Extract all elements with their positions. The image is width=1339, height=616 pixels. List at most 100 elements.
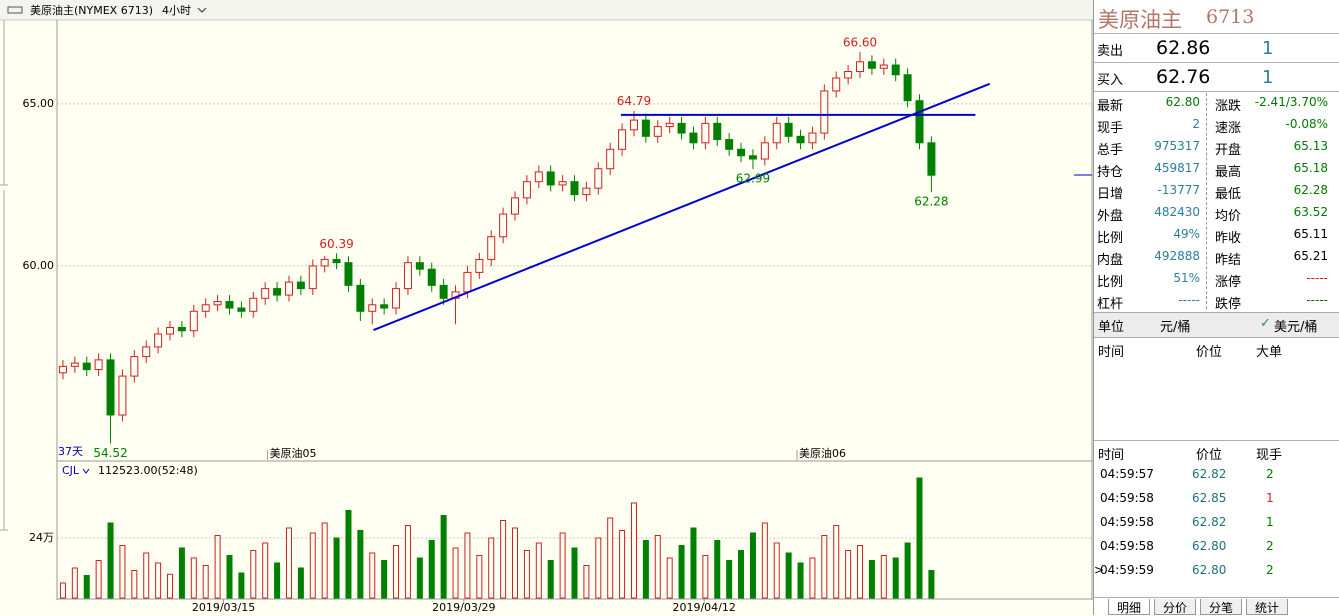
volume-bar (345, 510, 352, 599)
candle-body (463, 271, 472, 293)
quote-code: 6713 (1206, 6, 1255, 28)
candle-body (118, 375, 127, 416)
volume-bar (928, 570, 935, 599)
candle-body (177, 326, 186, 332)
volume-bar (262, 542, 269, 599)
divider (1094, 597, 1339, 598)
volume-bar (285, 527, 292, 599)
detail-header: 大单 (1256, 345, 1283, 360)
stat-value: 492888 (1154, 249, 1200, 263)
candle-body (737, 148, 746, 157)
x-tick-label: 2019/03/29 (432, 601, 495, 614)
candle-body (665, 122, 674, 128)
volume-bar (666, 557, 673, 599)
volume-bar (452, 547, 459, 599)
detail-header: 价位 (1196, 345, 1223, 360)
stat-value: 2 (1192, 117, 1200, 131)
stat-value: 459817 (1154, 161, 1200, 175)
candle-body (879, 64, 888, 69)
candle-body (867, 61, 876, 69)
candle-body (368, 304, 377, 312)
divider (1094, 440, 1339, 441)
volume-bar (250, 550, 257, 599)
candle-body (356, 284, 365, 312)
tab[interactable]: 分笔 (1200, 599, 1242, 615)
trade-price: 62.85 (1192, 491, 1227, 505)
volume-tick-label: 24万 (29, 531, 54, 544)
candle-body (308, 265, 317, 290)
stat-label: 现手 (1097, 121, 1124, 136)
candle-body (856, 61, 865, 73)
candle-body (796, 135, 805, 144)
volume-bar (131, 570, 138, 599)
volume-dropdown[interactable] (82, 468, 90, 474)
stat-value: 49% (1173, 227, 1200, 241)
volume-bar (797, 562, 804, 599)
volume-bar (440, 515, 447, 599)
price-annotation: 54.52 (93, 446, 127, 460)
unit-bar (1094, 312, 1339, 338)
period-dropdown[interactable] (197, 7, 207, 13)
candle-body (677, 122, 686, 134)
bid-price: 62.76 (1156, 66, 1211, 88)
candle-body (606, 148, 615, 170)
candle-body (641, 119, 650, 137)
stat-label: 最低 (1215, 187, 1242, 202)
volume-bar (416, 557, 423, 599)
candle-body (903, 74, 912, 102)
candle-body (522, 181, 531, 199)
quote-panel: 美原油主 6713 卖出 62.86 1 买入 62.76 1 单位 元/桶 ✓… (1093, 0, 1339, 615)
trade-time: 04:59:58 (1100, 539, 1154, 553)
ask-size: 1 (1262, 38, 1274, 59)
candle-body (701, 122, 710, 144)
candle-body (58, 365, 67, 374)
volume-bar (321, 522, 328, 599)
stat-value: 482430 (1154, 205, 1200, 219)
tab[interactable]: 统计 (1246, 599, 1288, 615)
stat-value: 65.13 (1293, 139, 1328, 153)
candle-body (106, 359, 115, 416)
candle-body (261, 288, 270, 299)
volume-bar (630, 502, 637, 599)
unit-option-selected[interactable]: 美元/桶 (1274, 320, 1318, 335)
unit-option[interactable]: 元/桶 (1160, 320, 1191, 335)
stat-label: 杠杆 (1097, 297, 1124, 312)
volume-bar (71, 567, 78, 599)
left-rail (0, 20, 8, 531)
volume-bar (155, 562, 162, 599)
volume-bar (892, 557, 899, 599)
volume-bar (785, 552, 792, 599)
tab[interactable]: 分价 (1154, 599, 1196, 615)
candle-body (844, 71, 853, 79)
volume-bar (214, 535, 221, 599)
volume-bar (607, 517, 614, 599)
trend-line (373, 82, 991, 332)
candle-body (760, 142, 769, 160)
candle-body (534, 171, 543, 183)
volume-bar (845, 550, 852, 599)
stat-label: 比例 (1097, 231, 1124, 246)
stat-value: 65.11 (1293, 227, 1328, 241)
volume-bar (761, 522, 768, 599)
divider (1094, 62, 1339, 63)
candle-body (70, 362, 79, 367)
stat-label: 速涨 (1215, 121, 1242, 136)
candle-body (487, 236, 496, 260)
candle-body (820, 90, 829, 134)
candle-body (154, 333, 163, 348)
volume-bar (428, 540, 435, 599)
contract-label: 美原油05 (270, 446, 317, 460)
tab[interactable]: 明细 (1108, 599, 1150, 615)
candle-body (725, 139, 734, 150)
volume-bar (642, 540, 649, 599)
header-bar (0, 0, 1093, 20)
volume-bar (83, 575, 90, 599)
volume-bar (107, 522, 114, 599)
period[interactable]: 4小时 (162, 4, 191, 17)
candle-body (499, 213, 508, 238)
candle-body (296, 281, 305, 290)
stat-label: 总手 (1097, 143, 1124, 158)
trade-header: 现手 (1256, 448, 1283, 463)
price-annotation: 64.79 (617, 94, 651, 108)
price-annotation: 60.39 (319, 237, 353, 251)
